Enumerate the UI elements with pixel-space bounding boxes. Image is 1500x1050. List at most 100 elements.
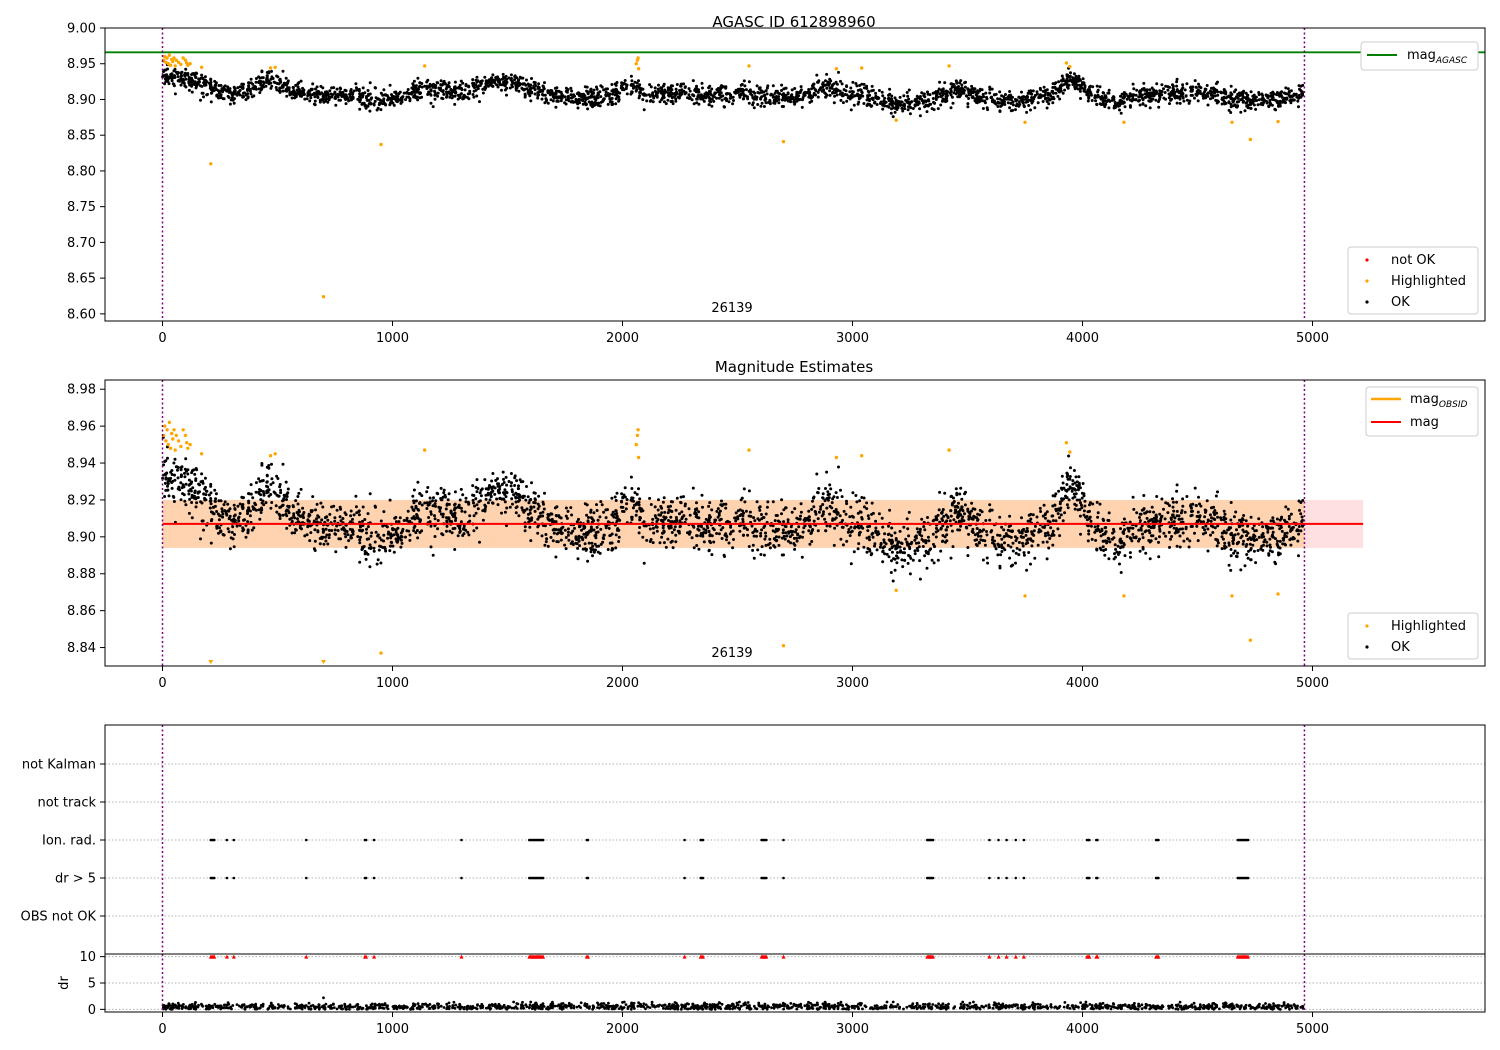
ok-point [471,78,475,82]
ok-point [474,88,478,92]
ok-point [761,516,765,520]
ok-point [330,529,334,532]
ok-point [1265,544,1269,548]
ok-point [356,535,360,539]
ok-point [941,91,945,95]
ok-point [748,510,752,514]
ok-point [462,532,466,536]
ok-point [734,511,738,515]
ok-point [1067,498,1071,502]
ok-point [376,97,380,101]
ok-point [319,84,323,88]
ok-point [380,99,383,103]
ok-point [1193,486,1197,490]
ok-point [707,103,711,107]
ok-point [1214,98,1218,102]
ok-point [692,102,696,106]
ok-point [288,93,292,97]
ok-point [1229,548,1233,551]
ok-point [555,514,559,518]
ok-point [966,509,970,513]
ok-point [830,501,834,505]
ok-point [210,518,214,521]
ok-point [688,513,692,517]
ok-point [1195,524,1199,528]
highlighted-point [173,64,177,68]
ok-point [1168,102,1171,106]
ok-point [391,527,394,530]
agasc-ytick-label: 8.95 [67,57,96,72]
ok-point [925,110,929,114]
ok-point [441,495,445,499]
ok-point [262,81,266,85]
ok-point [1211,96,1215,100]
ok-point [734,519,738,523]
ok-point [406,88,410,91]
ok-point [1132,93,1136,97]
ok-point [880,90,884,94]
ok-point [638,526,642,529]
ok-point [939,549,943,553]
ok-point [606,102,610,106]
ok-point [477,500,481,504]
ok-point [205,489,209,493]
ok-point [1103,532,1107,536]
ok-point [315,85,319,89]
ok-point [738,529,742,533]
ok-point [281,462,285,466]
ok-point [467,97,471,101]
ok-point [274,504,278,508]
ok-point [687,93,691,97]
ok-point [671,84,674,88]
ok-point [645,99,649,103]
ok-point [865,501,869,505]
ok-point [727,541,731,545]
ok-point [1102,549,1106,552]
ok-point [232,503,236,507]
ok-point [1138,103,1142,107]
ok-point [998,90,1002,94]
ok-point [1141,98,1145,102]
ok-point [958,81,962,85]
ok-point [523,529,527,533]
highlighted-point [894,118,898,122]
ok-point [1119,98,1123,102]
ok-point [507,76,511,80]
ok-point [684,91,688,95]
ok-point [695,534,699,538]
ok-point [1300,520,1304,523]
ok-point [637,503,641,507]
ok-point [536,517,540,521]
ok-point [447,502,451,506]
ok-point [718,93,722,97]
ok-point [258,517,262,521]
ok-point [819,86,823,90]
ok-point [1095,103,1099,107]
ok-point [596,518,600,522]
ok-point [173,67,177,71]
ok-point [630,487,634,490]
ok-point [1003,548,1007,552]
ok-point [1027,104,1031,107]
ok-point [1008,106,1012,110]
ok-point [404,98,407,102]
ok-point [717,532,721,536]
ok-point [691,79,695,83]
ok-point [1025,527,1029,530]
ok-point [1230,92,1234,96]
ok-point [1210,86,1213,90]
ok-point [753,91,757,95]
ok-point [228,102,232,106]
ok-point [187,492,191,496]
ok-point [669,92,673,96]
ok-point [1068,477,1072,481]
ok-point [502,497,506,501]
ok-point [821,503,825,506]
ok-point [546,544,550,548]
ok-point [634,513,638,517]
ok-point [190,73,194,77]
ok-point [816,529,820,533]
ok-point [1145,510,1149,514]
ok-point [858,510,862,514]
ok-point [532,80,536,84]
